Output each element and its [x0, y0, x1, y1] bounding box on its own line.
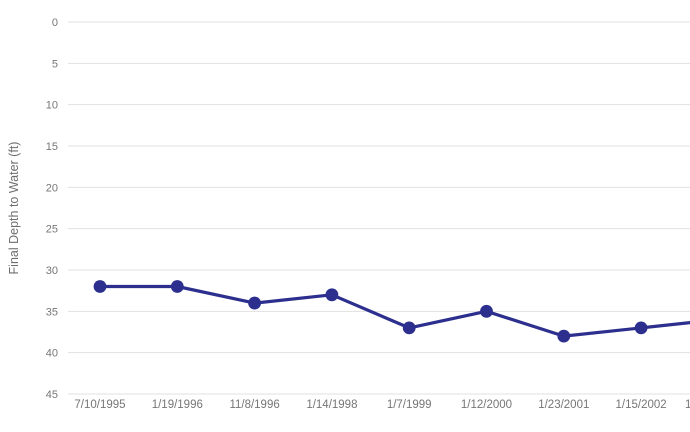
y-axis-title: Final Depth to Water (ft)	[7, 142, 21, 275]
y-tick-label: 0	[52, 17, 58, 29]
x-tick-label: 1/14/1998	[306, 399, 357, 411]
y-tick-label: 45	[46, 389, 58, 401]
data-point-1	[170, 280, 184, 293]
y-tick-label: 40	[46, 348, 58, 360]
data-point-5	[480, 304, 493, 318]
x-tick-label: 1/12/2000	[461, 399, 512, 411]
x-tick-label: 1/23/2001	[538, 399, 589, 411]
y-tick-label: 35	[46, 306, 58, 318]
x-tick-label: 1/15/2002	[616, 399, 667, 411]
data-point-0	[93, 280, 107, 293]
x-tick-label: 1/7/1999	[387, 399, 432, 411]
x-tick-label: 7/10/1995	[74, 399, 125, 411]
y-tick-label: 20	[46, 182, 58, 194]
y-tick-label: 10	[46, 100, 58, 112]
x-tick-label: 11/8/1996	[229, 399, 279, 411]
x-tick-label: 1/19/1996	[152, 399, 203, 411]
data-point-6	[557, 329, 571, 343]
x-tick-label-clipped: 1	[685, 399, 690, 411]
data-point-4	[402, 321, 416, 335]
y-tick-label: 25	[46, 224, 58, 236]
y-tick-label: 30	[46, 265, 58, 277]
data-point-2	[248, 296, 261, 310]
data-point-3	[325, 288, 339, 302]
y-tick-label: 5	[52, 58, 58, 70]
data-point-7	[634, 321, 648, 335]
y-tick-label: 15	[46, 141, 58, 153]
